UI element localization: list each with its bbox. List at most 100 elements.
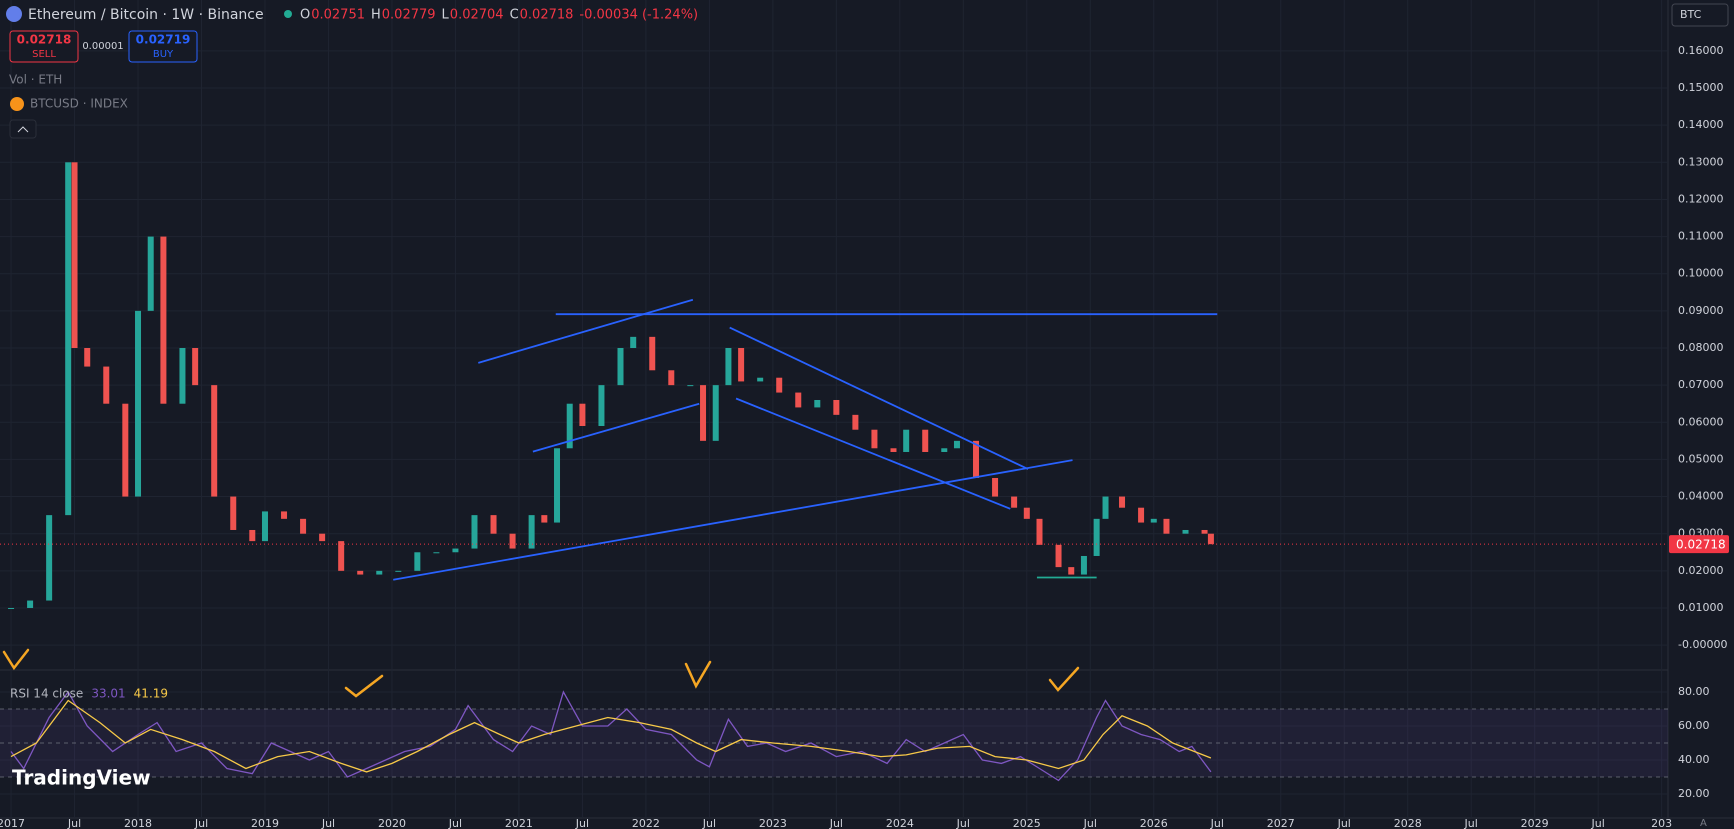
check-mark	[2, 648, 30, 671]
buy-price[interactable]: 0.02719	[136, 33, 191, 47]
x-tick-label: 2018	[124, 817, 152, 829]
candle	[598, 385, 605, 426]
candle	[776, 377, 783, 393]
check-mark	[1048, 666, 1080, 692]
candle	[376, 570, 383, 575]
trendline	[735, 397, 1011, 510]
candle	[1150, 518, 1157, 523]
btc-icon	[10, 97, 24, 111]
x-tick-label: 2023	[759, 817, 787, 829]
auto-scale[interactable]: A	[1700, 818, 1707, 829]
buy-label[interactable]: BUY	[153, 49, 174, 60]
last-price-badge	[1669, 535, 1729, 554]
x-tick-label: 2025	[1013, 817, 1041, 829]
y-tick-label: 0.05000	[1678, 452, 1724, 465]
candle	[579, 403, 586, 426]
candle	[122, 403, 129, 497]
x-tick-label: 2026	[1140, 817, 1168, 829]
x-tick-label: 2029	[1521, 817, 1549, 829]
candle	[687, 385, 694, 387]
candle	[814, 399, 821, 408]
currency[interactable]: BTC	[1680, 8, 1702, 21]
x-tick-label: 2020	[378, 817, 406, 829]
y-tick-label: 0.07000	[1678, 378, 1724, 391]
candle	[1036, 518, 1043, 545]
sell-button[interactable]	[9, 30, 79, 63]
x-tick-label: Jul	[829, 817, 843, 829]
candle	[953, 440, 960, 449]
ohlc: O 0.02751 H 0.02779 L 0.02704 C 0.02718	[300, 8, 573, 23]
ohlc-label: O	[300, 8, 310, 23]
candle	[668, 370, 675, 386]
candle	[1055, 544, 1062, 568]
candle	[27, 600, 34, 608]
y-tick-label: 0.01000	[1678, 601, 1724, 614]
candle	[1163, 518, 1170, 534]
candle	[1080, 555, 1087, 575]
candle	[649, 336, 656, 371]
candle	[135, 310, 142, 497]
rsi-line	[10, 690, 1212, 782]
x-tick-label: 2022	[632, 817, 660, 829]
ohlc-label: H	[371, 8, 381, 23]
candle	[1201, 529, 1208, 534]
currency-select[interactable]	[1671, 3, 1729, 27]
candle	[84, 347, 91, 367]
candle	[992, 477, 999, 497]
sell-price[interactable]: 0.02718	[17, 33, 72, 47]
ohlc-label: C	[510, 8, 519, 23]
check-mark	[344, 674, 384, 698]
candle	[738, 347, 745, 382]
candle	[1102, 496, 1109, 519]
candle	[712, 385, 719, 441]
y-tick-label: 0.13000	[1678, 155, 1724, 168]
x-tick-label: 2019	[251, 817, 279, 829]
candle	[338, 541, 345, 571]
collapse-icon	[17, 126, 29, 133]
rsi-title: RSI 14 close	[10, 687, 83, 701]
candle	[103, 366, 110, 404]
ohlc-value: 0.02779	[382, 8, 436, 23]
indicator-btcusd[interactable]: BTCUSD · INDEX	[30, 97, 128, 111]
last-price-label: 0.02718	[1676, 538, 1726, 552]
candle	[554, 448, 561, 523]
candle	[725, 347, 732, 386]
candle	[46, 515, 53, 601]
candle	[192, 347, 199, 386]
symbol: Ethereum / Bitcoin · 1W · Binance	[28, 7, 264, 23]
candle	[541, 515, 548, 523]
x-tick-label: Jul	[448, 817, 462, 829]
trendline	[478, 298, 694, 364]
y-tick-label: 0.11000	[1678, 230, 1724, 243]
x-tick-label: Jul	[1337, 817, 1351, 829]
x-tick-label: Jul	[575, 817, 589, 829]
candle	[179, 347, 186, 404]
candle	[1023, 507, 1030, 519]
candle	[833, 399, 840, 415]
x-tick-label: 203	[1651, 817, 1672, 829]
y-tick-label: 0.12000	[1678, 192, 1724, 205]
spread: 0.00001	[82, 41, 123, 52]
candle	[509, 533, 516, 549]
candle	[230, 496, 237, 530]
candle	[414, 552, 421, 571]
y-tick-label: 0.04000	[1678, 490, 1724, 503]
buy-button[interactable]	[128, 30, 198, 63]
collapse-button[interactable]	[9, 119, 37, 139]
candle	[1011, 496, 1018, 508]
candle	[973, 440, 980, 478]
x-tick-label: 2017	[0, 817, 25, 829]
sell-label[interactable]: SELL	[32, 49, 56, 60]
x-tick-label: 2024	[886, 817, 914, 829]
candle	[395, 570, 402, 572]
y-tick-label: 0.02000	[1678, 564, 1724, 577]
candle	[71, 162, 78, 348]
candle	[890, 448, 897, 452]
indicator-volume[interactable]: Vol · ETH	[9, 73, 62, 87]
candle	[490, 515, 497, 534]
candle	[528, 515, 535, 549]
ohlc-value: 0.02718	[520, 8, 574, 23]
candle	[1119, 496, 1126, 508]
